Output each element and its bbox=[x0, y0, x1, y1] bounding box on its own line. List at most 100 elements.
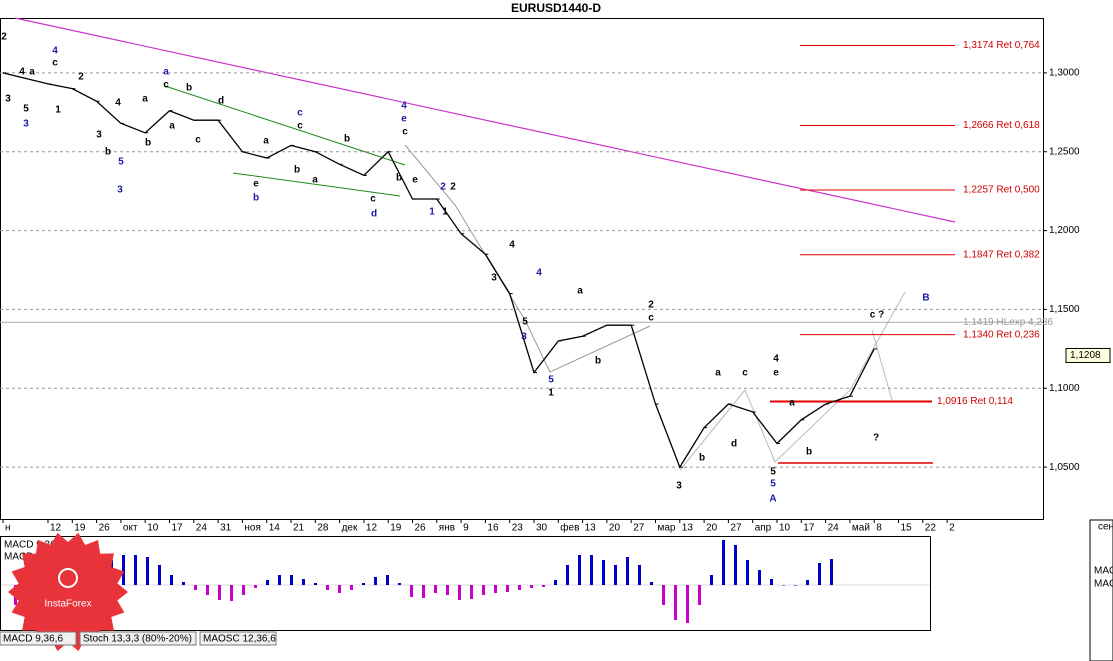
macd-bar bbox=[326, 585, 329, 590]
wave-label: 4 bbox=[401, 101, 407, 112]
tab bbox=[0, 631, 77, 646]
macd-bar bbox=[470, 585, 473, 599]
wave-label: 4 bbox=[773, 354, 779, 365]
macd-bar bbox=[602, 560, 605, 585]
macd-bar bbox=[290, 575, 293, 585]
macd-bar bbox=[206, 585, 209, 595]
macd-bar bbox=[254, 585, 257, 588]
side-label: сен bbox=[1098, 522, 1113, 533]
x-tick-label: 31 bbox=[220, 523, 232, 534]
x-tick-label: 12 bbox=[366, 523, 378, 534]
macd-bar bbox=[710, 575, 713, 585]
x-tick-label: 8 bbox=[876, 523, 882, 534]
x-tick-label: дек bbox=[342, 523, 358, 534]
macd-bar bbox=[494, 585, 497, 593]
x-tick-label: ноя bbox=[244, 523, 261, 534]
hl-label: 1,1419 HLexp 4,236 bbox=[963, 317, 1054, 328]
wave-label: A bbox=[769, 494, 776, 505]
x-tick-label: 20 bbox=[609, 523, 621, 534]
wave-line bbox=[404, 144, 651, 373]
wave-label: 4 bbox=[509, 240, 515, 251]
y-tick-label: 1,2000 bbox=[1049, 225, 1080, 236]
macd-bar bbox=[578, 555, 581, 585]
x-tick-label: апр bbox=[755, 523, 772, 534]
macd-bar bbox=[698, 585, 701, 605]
wave-label: 5 bbox=[770, 467, 776, 478]
macd-bar bbox=[626, 557, 629, 585]
x-tick-label: 15 bbox=[901, 523, 913, 534]
wave-label: B bbox=[922, 293, 929, 304]
side-panel bbox=[1089, 519, 1113, 661]
wave-label: b bbox=[344, 134, 350, 145]
wave-label: b bbox=[699, 453, 705, 464]
wave-label: 3 bbox=[521, 332, 527, 343]
wave-label: c bbox=[297, 108, 303, 119]
wave-label: b bbox=[253, 193, 259, 204]
wave-label: a bbox=[29, 67, 35, 78]
macd-bar bbox=[722, 540, 725, 585]
wave-label: e bbox=[401, 114, 407, 125]
wave-label: 4 bbox=[115, 98, 121, 109]
wave-label: 3 bbox=[96, 130, 102, 141]
tab bbox=[199, 631, 277, 646]
macd-bar bbox=[410, 585, 413, 597]
wave-label: a bbox=[789, 398, 795, 409]
y-tick-label: 1,1000 bbox=[1049, 383, 1080, 394]
wave-label: c bbox=[402, 127, 408, 138]
macd-bar bbox=[782, 585, 785, 586]
x-tick-label: 22 bbox=[925, 523, 937, 534]
wave-line bbox=[679, 291, 906, 471]
wave-label: a bbox=[715, 368, 721, 379]
current-price-label: 1,1208 bbox=[1070, 350, 1101, 361]
x-tick-label: 14 bbox=[269, 523, 281, 534]
x-tick-label: 23 bbox=[512, 523, 524, 534]
x-tick-label: 30 bbox=[536, 523, 548, 534]
channel-line bbox=[232, 172, 401, 197]
macd-bar bbox=[398, 583, 401, 585]
macd-bar bbox=[638, 565, 641, 585]
macd-bar bbox=[230, 585, 233, 601]
wave-label: d bbox=[371, 209, 377, 220]
macd-bar bbox=[542, 585, 545, 587]
macd-bar bbox=[302, 579, 305, 585]
wave-label: 4 bbox=[52, 46, 58, 57]
wave-label: c bbox=[742, 368, 748, 379]
x-tick-label: 10 bbox=[147, 523, 159, 534]
wave-label: 5 bbox=[23, 104, 29, 115]
x-tick-label: 12 bbox=[50, 523, 62, 534]
x-tick-label: 13 bbox=[682, 523, 694, 534]
wave-label: ? bbox=[873, 433, 879, 444]
x-tick-label: 24 bbox=[828, 523, 840, 534]
logo-badge bbox=[8, 532, 128, 652]
macd-bar bbox=[566, 565, 569, 585]
wave-label: 2 bbox=[440, 182, 446, 193]
macd-bar bbox=[458, 585, 461, 600]
y-tick-label: 1,0500 bbox=[1049, 462, 1080, 473]
wave-label: a bbox=[577, 286, 583, 297]
x-tick-label: 27 bbox=[633, 523, 645, 534]
macd-panel bbox=[0, 536, 931, 631]
macd-bar bbox=[650, 582, 653, 585]
fib-label: 1,2257 Ret 0,500 bbox=[963, 185, 1040, 196]
x-tick-label: 20 bbox=[706, 523, 718, 534]
macd-bar bbox=[590, 555, 593, 585]
wave-label: b bbox=[396, 173, 402, 184]
x-tick-label: 28 bbox=[317, 523, 329, 534]
side-label: MAC bbox=[1094, 579, 1113, 590]
wave-label: c bbox=[648, 313, 654, 324]
macd-label: MACD 9,36,6 bbox=[4, 540, 64, 551]
wave-label: a bbox=[142, 94, 148, 105]
wave-label: 4 bbox=[19, 67, 25, 78]
wave-label: e bbox=[412, 175, 418, 186]
wave-label: c bbox=[195, 135, 201, 146]
channel-line bbox=[164, 85, 406, 166]
macd-bar bbox=[734, 545, 737, 585]
macd-bar bbox=[182, 582, 185, 585]
wave-label: 3 bbox=[23, 119, 29, 130]
wave-label: a bbox=[163, 67, 169, 78]
wave-label: b bbox=[105, 147, 111, 158]
macd-bar bbox=[530, 585, 533, 588]
x-tick-label: 2 bbox=[949, 523, 955, 534]
wave-label: b bbox=[595, 356, 601, 367]
